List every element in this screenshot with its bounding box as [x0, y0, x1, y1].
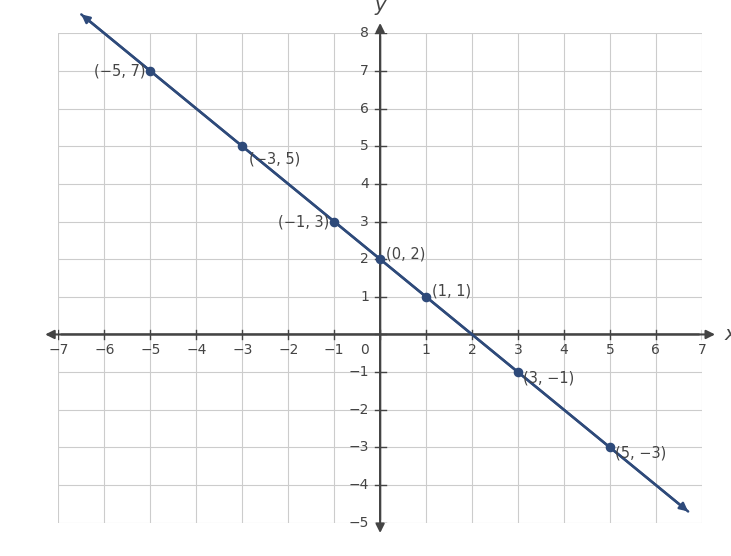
Text: (1, 1): (1, 1) — [431, 284, 471, 299]
Text: 7: 7 — [697, 344, 706, 358]
Point — [604, 443, 616, 452]
Text: x: x — [724, 325, 731, 344]
Point — [512, 368, 524, 376]
Text: −7: −7 — [48, 344, 69, 358]
Text: −3: −3 — [232, 344, 252, 358]
Text: 8: 8 — [360, 26, 369, 41]
Text: 1: 1 — [360, 290, 369, 304]
Point — [420, 292, 432, 301]
Text: −1: −1 — [349, 365, 369, 379]
Text: 2: 2 — [468, 344, 477, 358]
Text: −5: −5 — [349, 515, 369, 530]
Text: −4: −4 — [349, 478, 369, 492]
Text: 4: 4 — [559, 344, 568, 358]
Text: 3: 3 — [514, 344, 523, 358]
Text: 3: 3 — [360, 215, 369, 229]
Text: (5, −3): (5, −3) — [616, 445, 667, 460]
Text: (0, 2): (0, 2) — [386, 246, 425, 261]
Text: 4: 4 — [360, 177, 369, 191]
Text: 7: 7 — [360, 64, 369, 78]
Text: −4: −4 — [186, 344, 207, 358]
Text: 5: 5 — [360, 139, 369, 153]
Text: −6: −6 — [94, 344, 115, 358]
Text: −1: −1 — [324, 344, 344, 358]
Text: −2: −2 — [278, 344, 298, 358]
Point — [145, 67, 156, 76]
Text: (−1, 3): (−1, 3) — [279, 214, 330, 229]
Text: 5: 5 — [605, 344, 614, 358]
Text: 1: 1 — [422, 344, 431, 358]
Text: (−5, 7): (−5, 7) — [94, 63, 145, 78]
Text: 2: 2 — [360, 252, 369, 266]
Text: −3: −3 — [349, 440, 369, 454]
Text: −5: −5 — [140, 344, 161, 358]
Point — [374, 255, 386, 264]
Text: y: y — [374, 0, 386, 14]
Text: (−3, 5): (−3, 5) — [249, 152, 300, 167]
Text: 6: 6 — [651, 344, 660, 358]
Text: 6: 6 — [360, 102, 369, 116]
Point — [236, 142, 248, 151]
Text: 0: 0 — [360, 344, 369, 358]
Text: (3, −1): (3, −1) — [523, 370, 575, 385]
Point — [328, 217, 340, 226]
Text: −2: −2 — [349, 403, 369, 417]
